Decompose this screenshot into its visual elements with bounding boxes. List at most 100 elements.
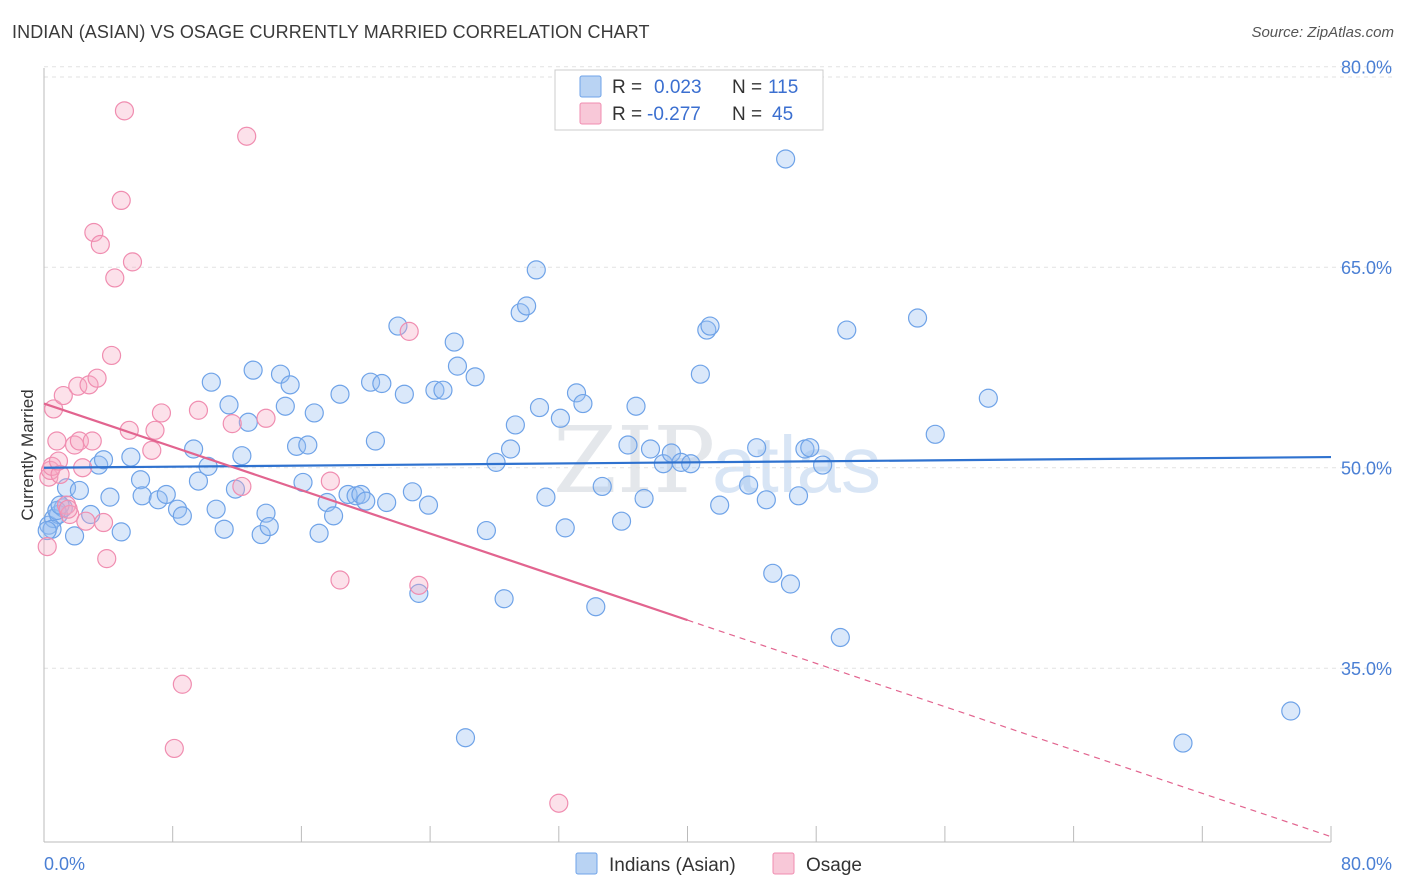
y-tick-label-50: 50.0% [1341,459,1392,479]
indians-point-23 [188,471,209,491]
series-legend-swatch-indians [575,852,598,875]
x-tick-label-min: 0.0% [44,854,85,874]
indians-point-69 [500,439,521,459]
indians-point-46 [330,384,350,404]
osage-point-39 [399,321,419,341]
indians-point-32 [243,360,263,380]
indians-point-94 [710,495,730,515]
osage-point-43 [58,499,78,519]
trend-line-indians [43,455,1332,469]
indians-point-107 [907,308,928,328]
trend-lines [43,402,1332,838]
indians-point-91 [690,364,710,384]
indians-point-79 [573,393,593,414]
series-legend-label-indians: Indians (Asian) [609,855,736,876]
indians-point-101 [788,486,809,506]
x-axis-ticks [43,826,1332,842]
osage-point-7 [53,385,73,406]
legend-swatch-blue [579,75,602,98]
osage-point-24 [114,101,135,121]
indians-point-103 [800,438,820,458]
osage-point-20 [93,512,114,533]
chart-title: INDIAN (ASIAN) VS OSAGE CURRENTLY MARRIE… [12,22,650,42]
stats-legend: R = 0.023 N = 115 R = -0.277 N = 45 [554,69,824,131]
osage-point-42 [105,268,125,288]
indians-point-72 [517,296,537,316]
indians-point-58 [409,583,429,603]
indians-point-111 [1281,701,1301,721]
indians-point-110 [1173,733,1193,753]
osage-point-36 [237,126,257,146]
indians-point-68 [494,589,514,609]
indians-point-33 [251,524,271,545]
indians-point-45 [323,506,344,526]
osage-point-19 [90,234,110,255]
indians-point-83 [618,435,638,455]
indians-point-53 [372,373,392,394]
osage-point-35 [256,408,276,428]
osage-point-34 [232,476,252,497]
legend-swatch-pink [579,102,602,125]
osage-point-40 [409,575,429,595]
indians-point-21 [172,506,192,526]
indians-point-30 [232,446,252,466]
indians-point-66 [476,520,497,541]
indians-point-108 [925,424,945,444]
indians-point-96 [747,438,767,458]
osage-point-41 [549,793,569,813]
legend-n-label-blue: N = [732,77,762,98]
osage-point-16 [82,431,102,451]
indians-point-65 [465,367,485,387]
watermark-atlas: atlas [712,420,881,509]
indians-point-56 [394,384,414,404]
osage-point-21 [97,549,117,569]
indians-point-35 [259,516,279,537]
osage-point-32 [188,400,209,420]
series-indians-asian-points [37,149,1301,753]
indians-point-75 [536,487,556,507]
indians-point-84 [626,396,646,416]
indians-point-37 [275,396,295,416]
osage-point-29 [151,403,172,423]
series-legend: Indians (Asian) Osage [575,852,862,876]
indians-point-78 [566,383,587,403]
indians-point-73 [526,260,546,280]
legend-r-label-pink: R = [612,104,642,125]
indians-point-105 [830,627,850,648]
indians-point-57 [402,482,423,502]
watermark-zip: ZIP [553,407,715,514]
source-label: Source: ZipAtlas.com [1251,24,1394,41]
indians-point-8 [64,526,85,546]
legend-n-label-pink: N = [732,104,762,125]
indians-point-31 [238,412,258,432]
indians-point-86 [640,439,661,459]
osage-point-17 [84,222,104,243]
indians-point-90 [681,454,701,474]
trend-line-osage-extrapolated [687,619,1332,838]
osage-point-37 [320,471,340,491]
osage-point-18 [87,368,107,388]
indians-point-100 [780,574,801,594]
indians-point-27 [214,519,234,539]
legend-n-value-blue: 115 [768,77,798,98]
indians-point-19 [156,484,176,505]
osage-point-38 [330,570,350,590]
indians-point-38 [280,375,300,395]
indians-point-43 [309,523,329,543]
series-legend-label-osage: Osage [806,855,862,876]
osage-point-44 [48,451,69,471]
indians-point-98 [763,563,783,583]
legend-r-value-blue: 0.023 [654,77,702,98]
indians-point-76 [550,408,571,428]
indians-point-61 [433,380,453,400]
indians-point-54 [377,492,397,513]
osage-point-22 [101,345,122,366]
indians-point-109 [978,388,998,408]
y-tick-labels: 35.0% 50.0% 65.0% 80.0% [1341,58,1392,680]
y-axis-label: Currently Married [18,389,37,520]
indians-point-82 [611,511,632,531]
series-legend-swatch-osage [772,852,795,875]
osage-point-15 [79,375,99,395]
indians-point-62 [444,332,464,352]
